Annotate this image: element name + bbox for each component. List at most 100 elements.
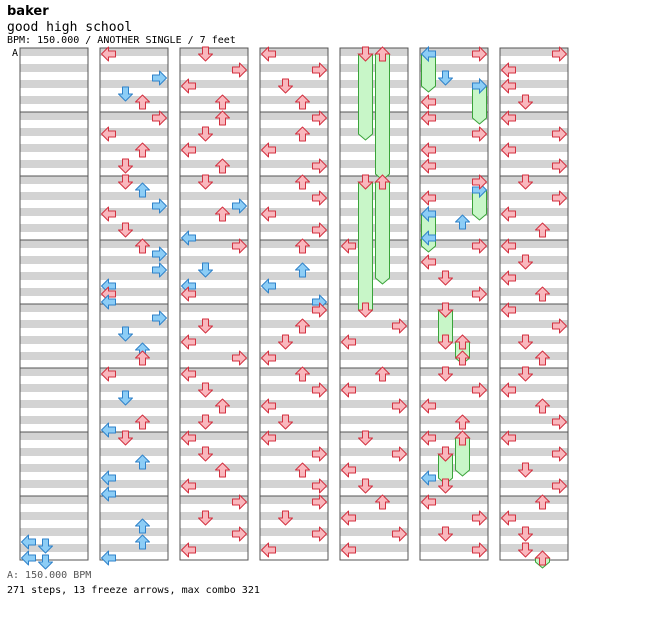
beat-stripe (420, 240, 488, 248)
arrow-left-icon (341, 334, 356, 350)
beat-stripe (180, 288, 248, 296)
beat-stripe (420, 320, 488, 328)
beat-stripe (100, 464, 168, 472)
beat-stripe (420, 544, 488, 552)
arrow-left-icon (421, 470, 436, 486)
beat-stripe (340, 320, 408, 328)
arrow-left-icon (341, 382, 356, 398)
arrow-left-icon (341, 238, 356, 254)
arrow-left-icon (501, 142, 516, 158)
beat-stripe (340, 496, 408, 504)
arrow-up-icon (135, 94, 150, 110)
beat-stripe (500, 64, 568, 72)
arrow-left-icon (261, 430, 276, 446)
arrow-up-icon (135, 182, 150, 198)
beat-stripe (260, 80, 328, 88)
arrow-down-icon (518, 94, 533, 110)
beat-stripe (180, 304, 248, 312)
arrow-left-icon (421, 110, 436, 126)
arrow-up-icon (535, 286, 550, 302)
beat-stripe (180, 448, 248, 456)
beat-stripe (100, 176, 168, 184)
beat-stripe (500, 208, 568, 216)
beat-stripe (340, 144, 408, 152)
arrow-up-icon (215, 462, 230, 478)
arrow-left-icon (261, 350, 276, 366)
beat-stripe (260, 544, 328, 552)
beat-stripe (180, 240, 248, 248)
beat-stripe (420, 352, 488, 360)
column-border (99, 47, 169, 561)
beat-stripe (500, 432, 568, 440)
beat-stripe (420, 432, 488, 440)
arrow-left-icon (341, 542, 356, 558)
arrow-left-icon (261, 46, 276, 62)
arrow-right-icon (152, 310, 167, 326)
arrow-right-icon (232, 238, 247, 254)
arrow-down-icon (438, 366, 453, 382)
arrow-left-icon (421, 94, 436, 110)
beat-stripe (100, 352, 168, 360)
arrow-right-icon (312, 526, 327, 542)
beat-stripe (500, 480, 568, 488)
arrow-down-icon (198, 414, 213, 430)
beat-stripe (100, 192, 168, 200)
freeze-arrow-down (358, 53, 373, 141)
beat-stripe (340, 400, 408, 408)
beat-stripe (180, 512, 248, 520)
beat-stripe (340, 288, 408, 296)
beat-stripe (340, 464, 408, 472)
arrow-down-icon (518, 334, 533, 350)
beat-stripe (100, 112, 168, 120)
beat-stripe (20, 352, 88, 360)
beat-stripe (20, 496, 88, 504)
beat-stripe (420, 112, 488, 120)
beat-stripe (340, 448, 408, 456)
arrow-left-icon (181, 366, 196, 382)
beat-stripe (100, 320, 168, 328)
arrow-left-icon (181, 430, 196, 446)
beat-stripe (500, 528, 568, 536)
beat-stripe (420, 448, 488, 456)
arrow-up-icon (375, 494, 390, 510)
beat-stripe (500, 192, 568, 200)
arrow-down-icon (518, 174, 533, 190)
beat-stripe (340, 48, 408, 56)
beat-stripe (260, 480, 328, 488)
beat-stripe (180, 128, 248, 136)
arrow-down-icon (278, 78, 293, 94)
beat-stripe (100, 64, 168, 72)
beat-stripe (180, 96, 248, 104)
beat-stripe (180, 160, 248, 168)
beat-stripe (20, 240, 88, 248)
beat-stripe (260, 352, 328, 360)
beat-stripe (100, 384, 168, 392)
arrow-down-icon (438, 478, 453, 494)
arrow-right-icon (472, 46, 487, 62)
arrow-right-icon (232, 526, 247, 542)
arrow-left-icon (501, 510, 516, 526)
beat-stripe (500, 144, 568, 152)
beat-stripe (100, 448, 168, 456)
beat-stripe (260, 336, 328, 344)
beat-stripe (500, 304, 568, 312)
beat-stripe (180, 112, 248, 120)
arrow-down-icon (38, 538, 53, 554)
beat-stripe (20, 160, 88, 168)
beat-stripe (260, 96, 328, 104)
arrow-right-icon (472, 126, 487, 142)
arrow-right-icon (152, 110, 167, 126)
beat-stripe (100, 288, 168, 296)
arrow-right-icon (472, 238, 487, 254)
beat-stripe (340, 416, 408, 424)
arrow-down-icon (198, 382, 213, 398)
beat-stripe (340, 512, 408, 520)
arrow-up-icon (135, 414, 150, 430)
beat-stripe (20, 464, 88, 472)
arrow-right-icon (232, 494, 247, 510)
beat-stripe (100, 240, 168, 248)
arrow-up-icon (295, 462, 310, 478)
arrow-up-icon (535, 494, 550, 510)
beat-stripe (260, 512, 328, 520)
